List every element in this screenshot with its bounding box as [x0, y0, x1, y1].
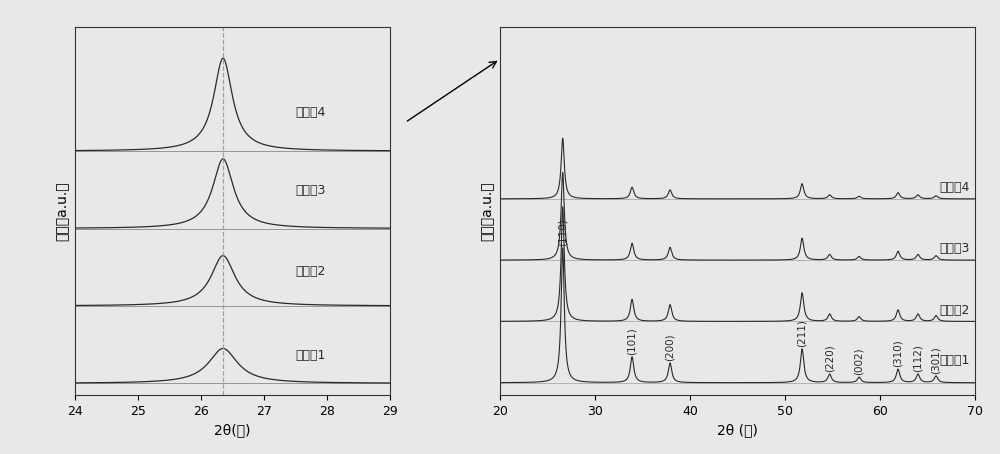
Text: (002): (002) — [854, 348, 864, 375]
Text: (310): (310) — [893, 340, 903, 367]
Text: 实施例4: 实施例4 — [940, 181, 970, 194]
X-axis label: 2θ(度): 2θ(度) — [214, 423, 251, 437]
Text: 实施例2: 实施例2 — [295, 265, 326, 278]
Text: (200): (200) — [665, 334, 675, 361]
Text: (301): (301) — [931, 346, 941, 374]
Text: 实施例4: 实施例4 — [295, 106, 326, 118]
Text: (112): (112) — [913, 345, 923, 372]
Text: (220): (220) — [825, 345, 835, 372]
Text: 实施例1: 实施例1 — [940, 354, 970, 366]
Text: 实施例3: 实施例3 — [940, 242, 970, 255]
Text: (110): (110) — [558, 218, 568, 246]
Text: 实施例1: 实施例1 — [295, 350, 326, 362]
Text: (211): (211) — [797, 319, 807, 347]
Text: (101): (101) — [627, 327, 637, 355]
X-axis label: 2θ (度): 2θ (度) — [717, 423, 758, 437]
Text: 实施例3: 实施例3 — [295, 184, 326, 197]
Y-axis label: 强度（a.u.）: 强度（a.u.） — [55, 181, 69, 241]
Y-axis label: 强度（a.u.）: 强度（a.u.） — [480, 181, 494, 241]
Text: 实施例2: 实施例2 — [940, 304, 970, 316]
